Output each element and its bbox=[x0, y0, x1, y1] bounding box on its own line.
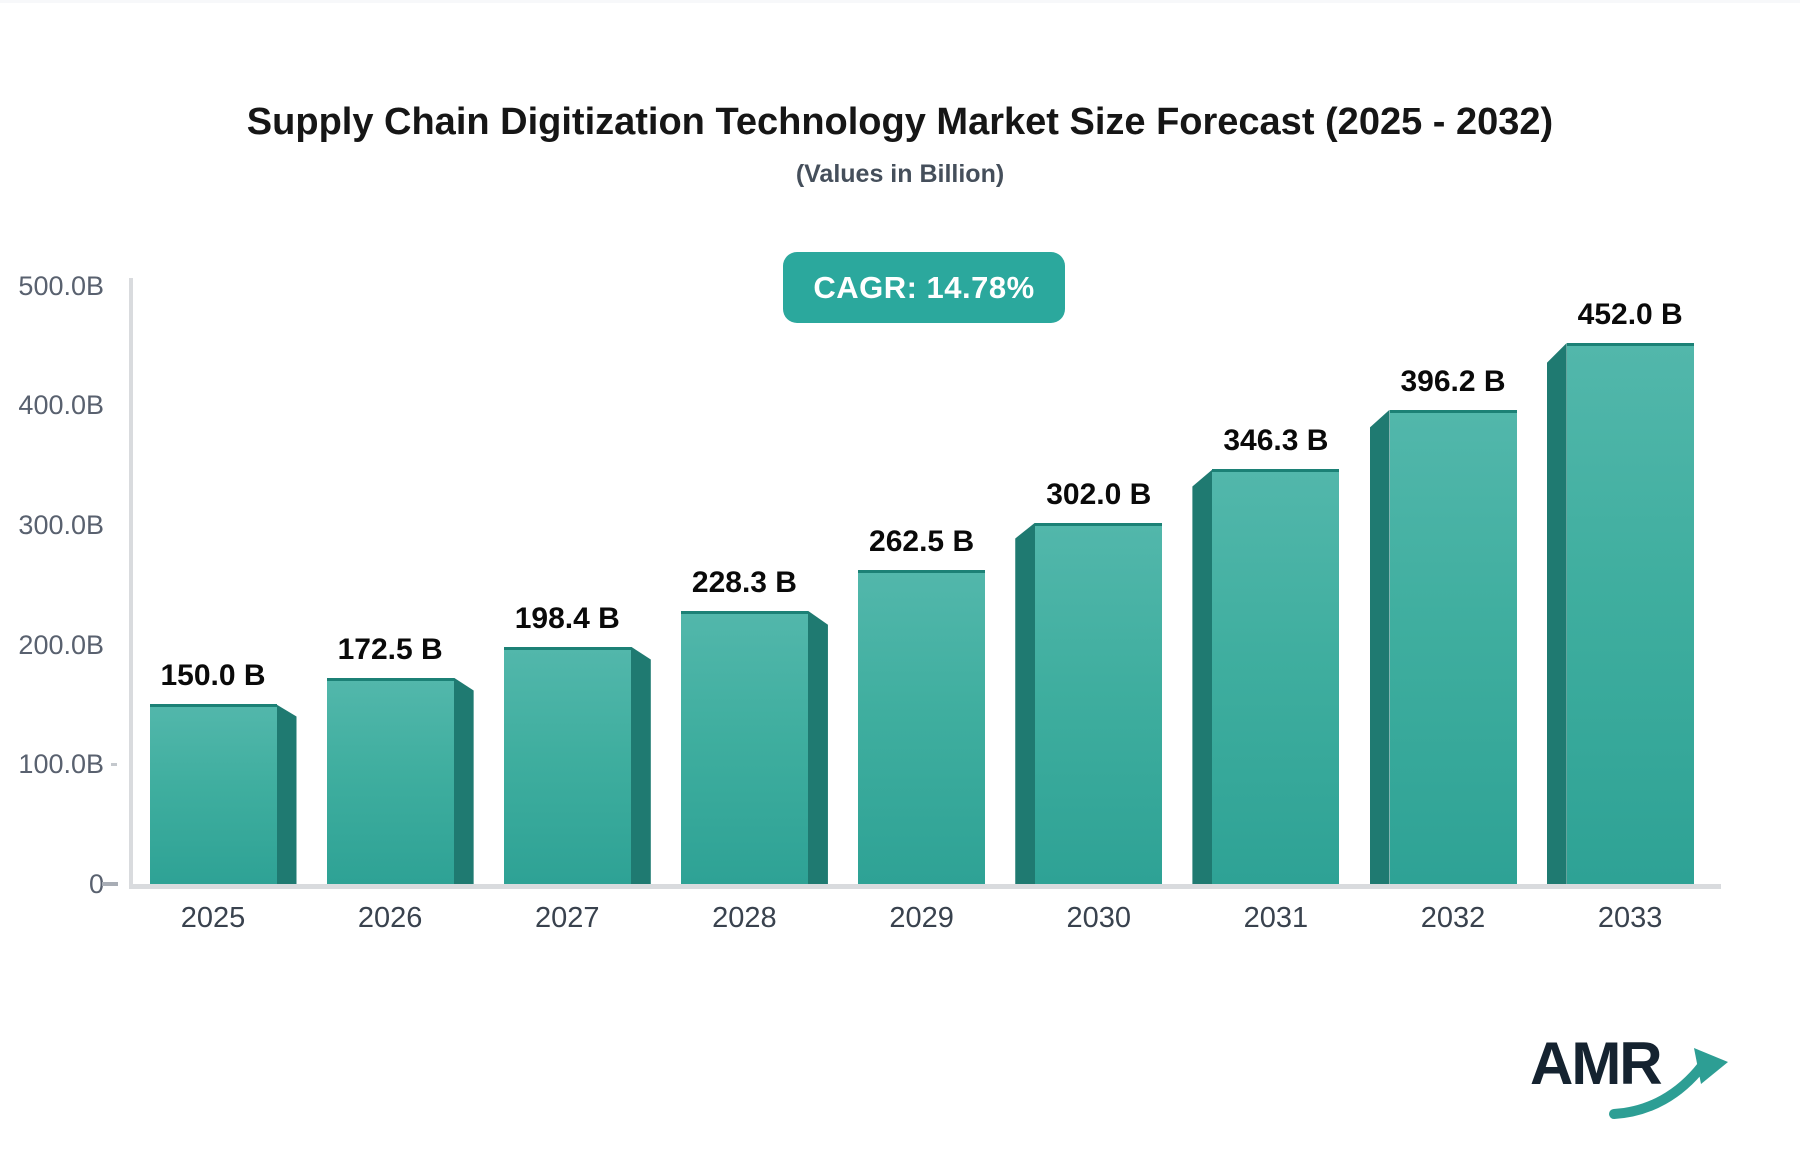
bar bbox=[858, 569, 986, 884]
bar-3d-side bbox=[1015, 522, 1036, 884]
bar-3d-side bbox=[1369, 409, 1390, 884]
chart-subtitle: (Values in Billion) bbox=[795, 160, 1005, 188]
x-axis-category-label: 2027 bbox=[535, 902, 600, 934]
bar-3d-side bbox=[1192, 469, 1213, 884]
y-axis-tick-label: 200.0B bbox=[18, 629, 104, 660]
x-axis-category-label: 2028 bbox=[712, 902, 777, 934]
bar-3d-side bbox=[276, 704, 297, 884]
bar-value-label: 172.5 B bbox=[337, 632, 443, 666]
amr-logo-text: AMR bbox=[1530, 1030, 1663, 1097]
bar bbox=[326, 677, 454, 884]
cagr-badge-label: CAGR: 14.78% bbox=[813, 269, 1035, 305]
x-axis-category-label: 2026 bbox=[357, 902, 423, 934]
y-axis-tick-mark bbox=[111, 762, 117, 766]
bar-value-label: 262.5 B bbox=[869, 524, 975, 558]
y-axis-tick-label: 400.0B bbox=[18, 390, 104, 421]
y-axis-tick-label: 500.0B bbox=[18, 270, 104, 301]
bar-value-label: 198.4 B bbox=[514, 601, 620, 635]
bar-3d-side bbox=[453, 677, 474, 884]
bar-3d-side bbox=[807, 610, 828, 884]
y-axis-tick-label: 300.0B bbox=[18, 509, 104, 540]
bar-value-label: 228.3 B bbox=[691, 565, 797, 599]
x-axis-line bbox=[129, 884, 1721, 889]
x-axis-category-label: 2029 bbox=[889, 902, 954, 934]
bar bbox=[680, 610, 808, 884]
x-axis-category-label: 2025 bbox=[180, 902, 246, 934]
bar bbox=[1566, 342, 1694, 884]
window-top-edge bbox=[0, 0, 1800, 3]
bar bbox=[1212, 469, 1340, 884]
x-axis-category-label: 2031 bbox=[1243, 902, 1309, 934]
y-axis-line bbox=[129, 278, 133, 889]
bar bbox=[1389, 409, 1517, 884]
growth-arrow-icon bbox=[1609, 1048, 1728, 1119]
bar-value-label: 452.0 B bbox=[1577, 297, 1683, 331]
bar bbox=[503, 646, 631, 884]
bar-value-label: 302.0 B bbox=[1046, 477, 1152, 511]
y-axis-tick-label: 0 bbox=[88, 869, 104, 899]
bar-value-label: 396.2 B bbox=[1400, 364, 1506, 398]
bar-3d-side bbox=[1546, 342, 1567, 884]
chart-title: Supply Chain Digitization Technology Mar… bbox=[246, 101, 1554, 143]
bar bbox=[1035, 522, 1163, 884]
x-axis-category-label: 2032 bbox=[1420, 902, 1486, 934]
bar-value-label: 150.0 B bbox=[160, 659, 266, 693]
amr-logo: AMR bbox=[1520, 1022, 1750, 1127]
bar-3d-side bbox=[630, 646, 651, 884]
bar-value-label: 346.3 B bbox=[1223, 424, 1329, 458]
x-axis-category-label: 2033 bbox=[1597, 902, 1663, 934]
y-axis-tick-mark bbox=[102, 882, 118, 886]
y-axis-tick-label: 100.0B bbox=[18, 749, 104, 780]
x-axis-category-label: 2030 bbox=[1066, 902, 1131, 934]
bar bbox=[149, 704, 277, 884]
cagr-badge: CAGR: 14.78% bbox=[783, 252, 1065, 323]
